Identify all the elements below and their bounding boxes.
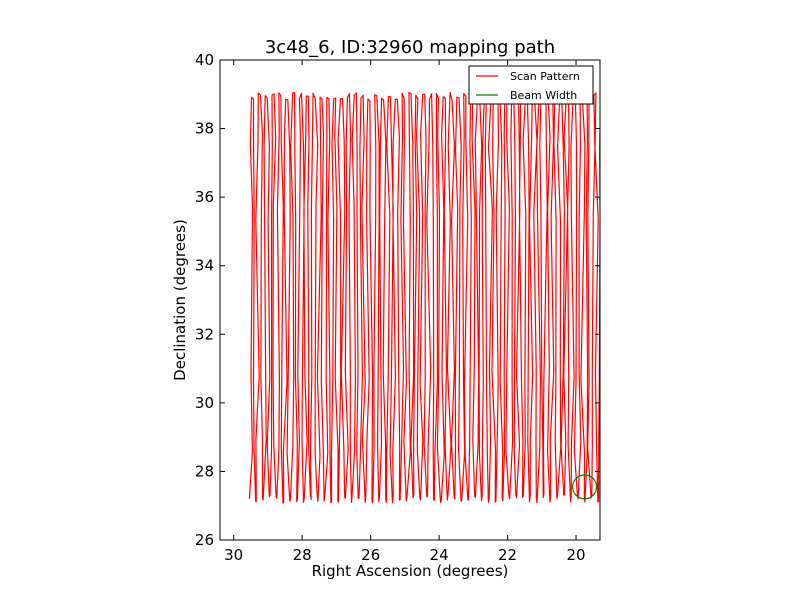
plot-area (248, 92, 600, 504)
y-tick-label: 40 (195, 51, 214, 69)
legend: Scan Pattern Beam Width (468, 65, 594, 105)
x-axis-label: Right Ascension (degrees) (312, 562, 509, 580)
y-axis-label: Declination (degrees) (171, 219, 189, 381)
x-tick-label: 20 (566, 546, 585, 564)
y-tick-label: 32 (195, 325, 214, 343)
x-tick-label: 30 (224, 546, 243, 564)
legend-box (468, 65, 594, 105)
y-tick-label: 36 (195, 188, 214, 206)
chart-title: 3c48_6, ID:32960 mapping path (265, 37, 555, 58)
legend-label-scan-pattern: Scan Pattern (510, 70, 580, 83)
legend-label-beam-width: Beam Width (510, 89, 577, 102)
y-tick-label: 38 (195, 120, 214, 138)
x-tick-label: 22 (498, 546, 517, 564)
beam-width-circle (572, 474, 598, 500)
x-tick-label: 26 (361, 546, 380, 564)
x-tick-label: 28 (293, 546, 312, 564)
axes-frame (219, 59, 601, 541)
y-axis: 26 28 30 32 34 36 38 40 (195, 51, 600, 549)
x-axis: 30 28 26 24 22 20 (224, 60, 586, 564)
scan-pattern-line (248, 92, 600, 504)
y-tick-label: 30 (195, 394, 214, 412)
x-tick-label: 24 (430, 546, 449, 564)
y-tick-label: 28 (195, 462, 214, 480)
y-tick-label: 26 (195, 531, 214, 549)
y-tick-label: 34 (195, 257, 214, 275)
